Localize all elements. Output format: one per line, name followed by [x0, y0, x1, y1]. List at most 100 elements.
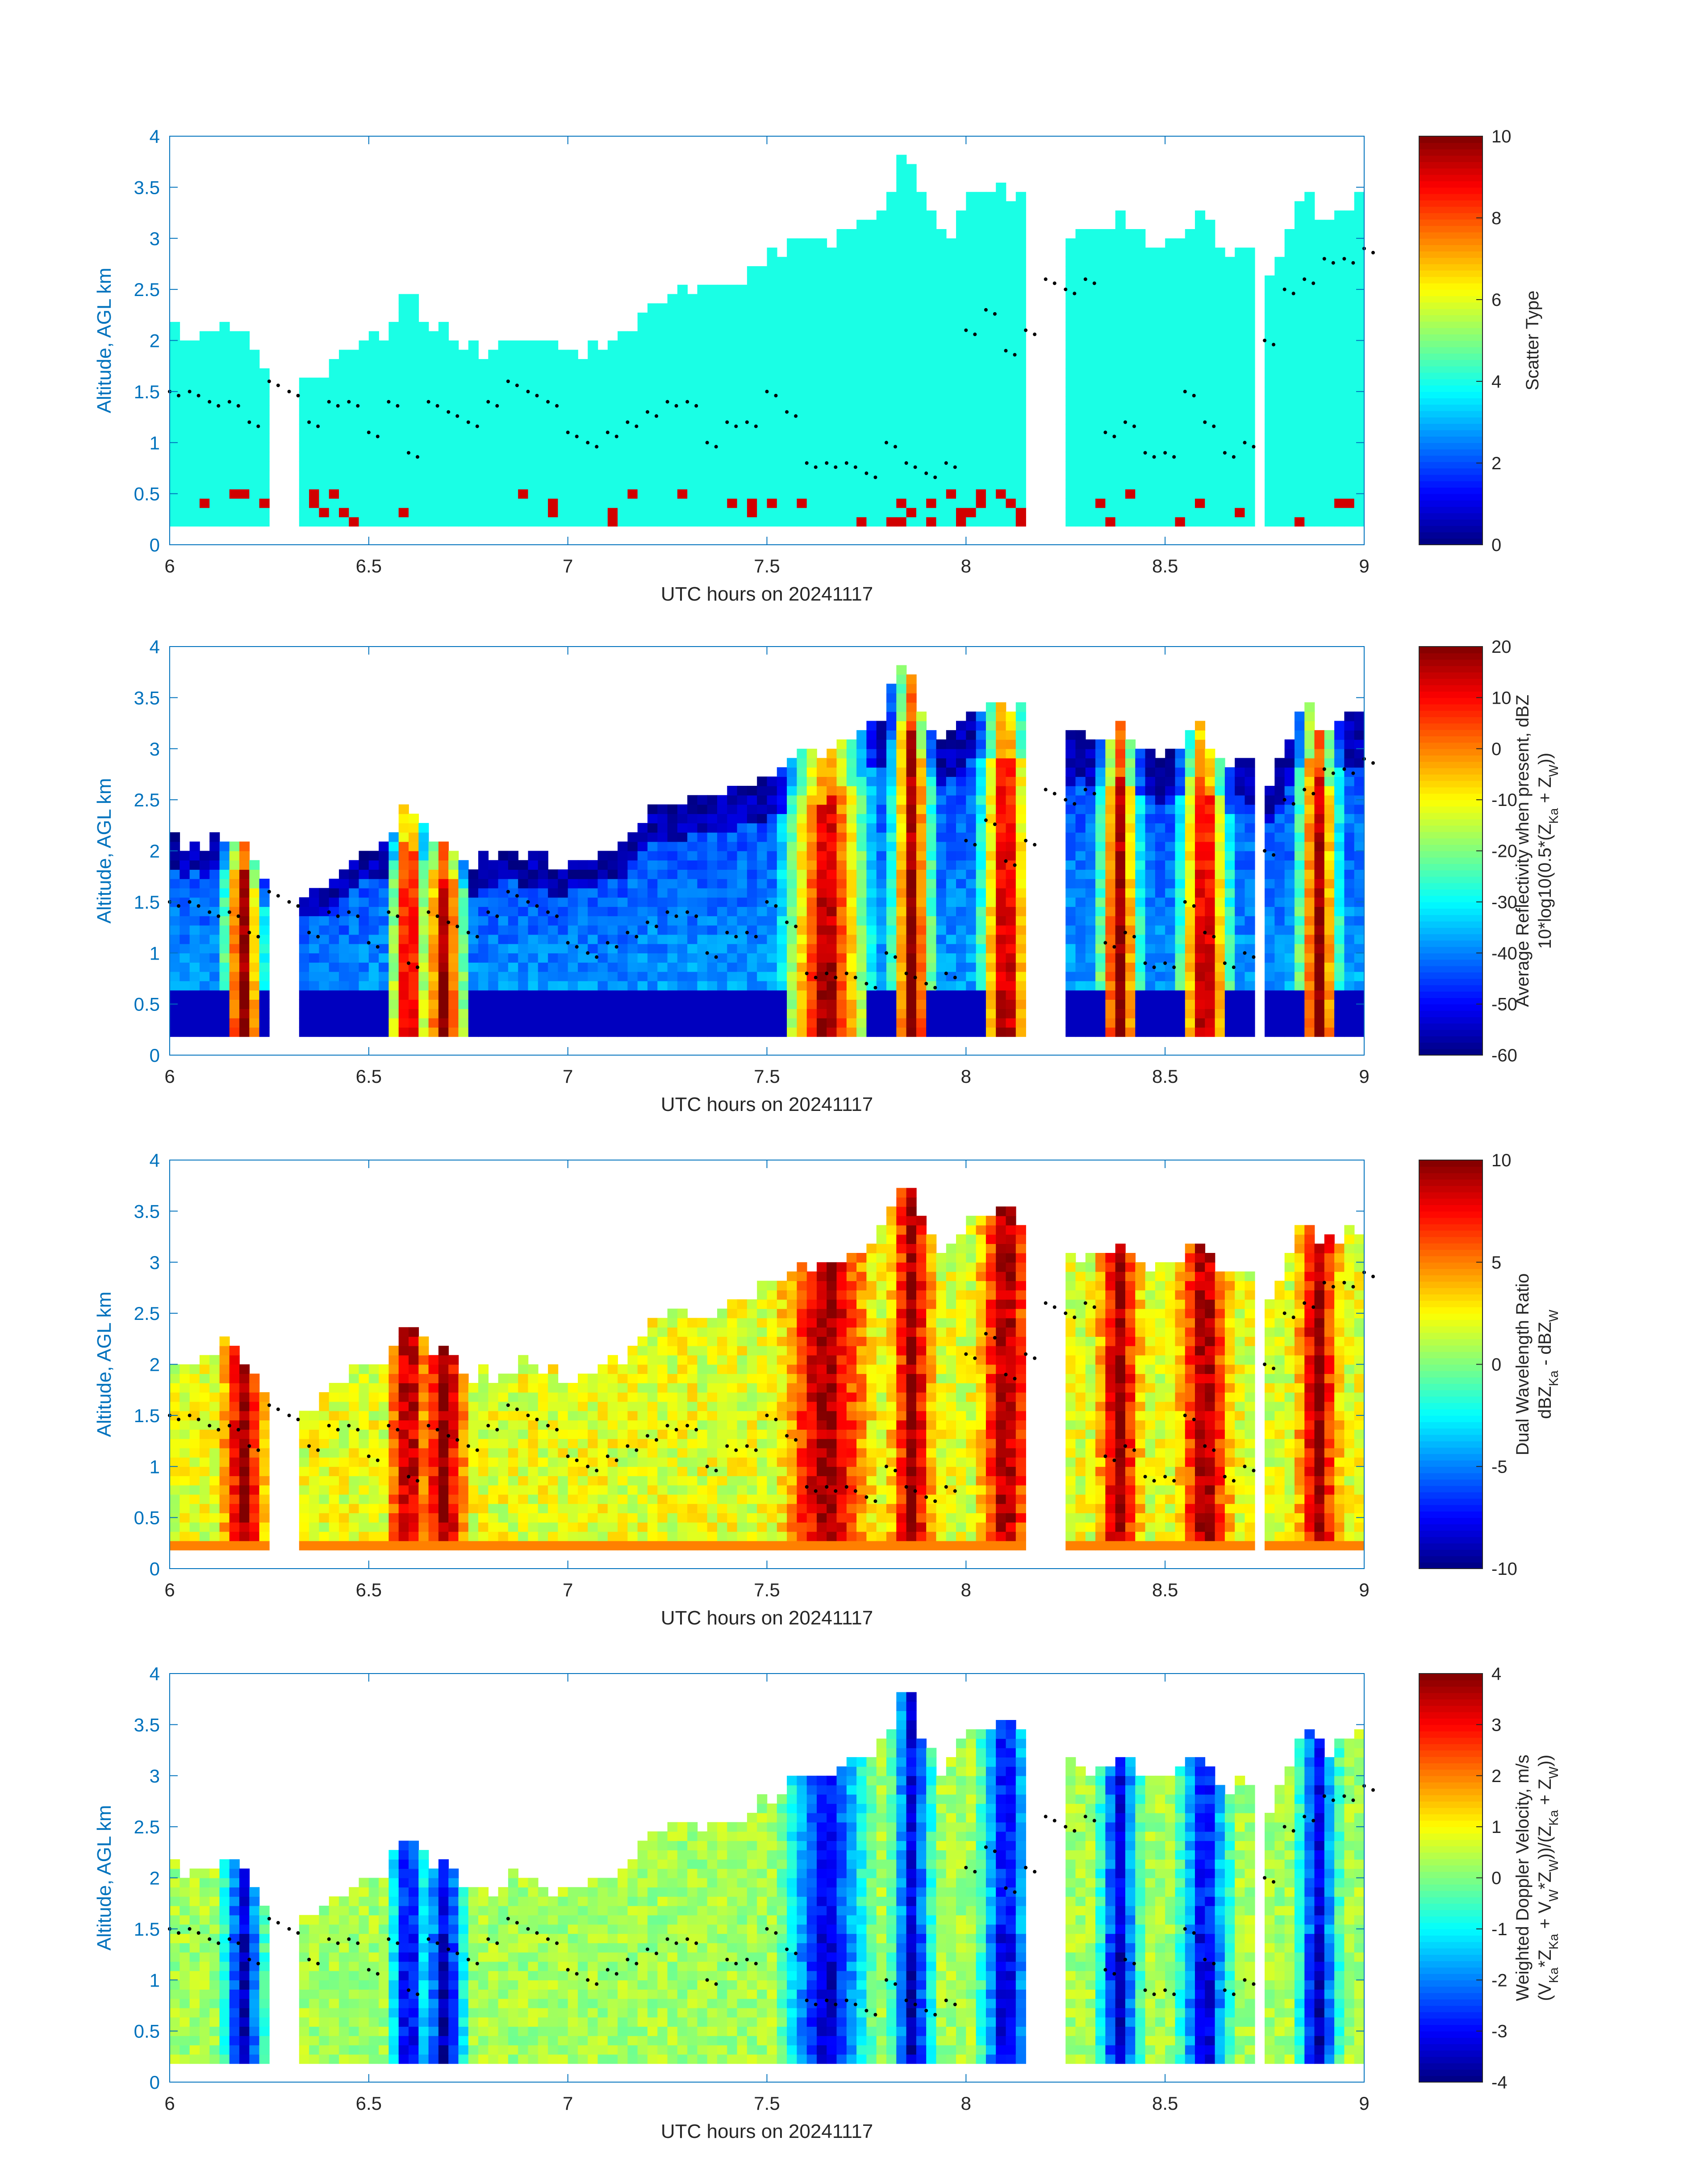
field-cell: [807, 350, 817, 359]
field-cell: [777, 350, 787, 359]
field-cell: [249, 489, 259, 499]
field-cell: [747, 897, 757, 907]
field-cell: [856, 739, 867, 749]
field-cell: [359, 1027, 369, 1037]
field-cell: [618, 851, 628, 861]
field-cell: [369, 359, 379, 369]
field-cell: [528, 396, 539, 406]
field-cell: [578, 888, 588, 898]
field-cell: [618, 981, 628, 991]
field-cell: [856, 990, 867, 1000]
field-cell: [1274, 471, 1285, 480]
field-cell: [608, 860, 618, 870]
cloud-base-dot: [1351, 261, 1355, 265]
field-cell: [747, 471, 757, 480]
field-cell: [239, 888, 250, 898]
field-cell: [459, 434, 469, 443]
cloud-base-dot: [1212, 425, 1215, 428]
field-cell: [329, 424, 339, 434]
field-cell: [459, 972, 469, 981]
field-cell: [578, 396, 588, 406]
field-cell: [1215, 322, 1225, 332]
field-cell: [1006, 508, 1016, 518]
field-cell: [1195, 508, 1205, 518]
field-cell: [409, 944, 419, 954]
field-cell: [359, 916, 369, 926]
field-cell: [1016, 442, 1026, 452]
field-cell: [916, 480, 927, 489]
field-cell: [568, 860, 578, 870]
field-cell: [687, 972, 697, 981]
field-cell: [737, 498, 748, 508]
field-cell: [388, 981, 399, 991]
field-cell: [996, 257, 1006, 267]
field-cell: [926, 210, 936, 220]
field-cell: [847, 906, 857, 916]
field-cell: [1274, 442, 1285, 452]
field-cell: [916, 424, 927, 434]
field-cell: [777, 879, 787, 889]
field-cell: [528, 424, 539, 434]
field-cell: [1304, 396, 1315, 406]
field-cell: [349, 990, 359, 1000]
field-cell: [817, 517, 827, 527]
field-cell: [638, 489, 648, 499]
field-cell: [588, 461, 598, 471]
field-cell: [1304, 452, 1315, 462]
field-cell: [1135, 471, 1145, 480]
field-cell: [1145, 257, 1156, 267]
field-cell: [190, 350, 200, 359]
field-cell: [797, 935, 807, 944]
field-cell: [697, 285, 708, 295]
field-cell: [429, 1009, 439, 1019]
field-cell: [200, 405, 210, 415]
field-cell: [448, 860, 459, 870]
field-cell: [230, 1027, 240, 1037]
field-cell: [827, 266, 837, 276]
field-cell: [438, 405, 449, 415]
field-cell: [598, 368, 608, 378]
field-cell: [837, 313, 847, 322]
field-cell: [399, 805, 409, 814]
field-cell: [1344, 424, 1354, 434]
field-cell: [1304, 341, 1315, 351]
field-cell: [538, 1009, 548, 1019]
field-cell: [429, 498, 439, 508]
field-cell: [1324, 220, 1335, 230]
field-cell: [1105, 368, 1115, 378]
field-cell: [1354, 331, 1365, 341]
field-cell: [877, 832, 887, 842]
field-cell: [459, 359, 469, 369]
field-cell: [847, 442, 857, 452]
field-cell: [757, 471, 767, 480]
field-cell: [757, 368, 767, 378]
field-cell: [349, 944, 359, 954]
field-cell: [1344, 294, 1354, 304]
field-cell: [916, 786, 927, 796]
field-cell: [359, 415, 369, 425]
field-cell: [896, 749, 906, 759]
field-cell: [896, 285, 906, 295]
field-cell: [817, 313, 827, 322]
field-cell: [856, 999, 867, 1009]
field-cell: [1145, 350, 1156, 359]
field-cell: [1315, 248, 1325, 258]
field-cell: [966, 452, 976, 462]
field-cell: [886, 331, 897, 341]
field-cell: [837, 359, 847, 369]
field-cell: [528, 860, 539, 870]
field-cell: [906, 962, 917, 972]
field-cell: [220, 1009, 230, 1019]
field-cell: [926, 322, 936, 332]
field-cell: [230, 331, 240, 341]
cloud-base-dot: [1103, 430, 1107, 434]
colorbar-segment: [1419, 181, 1482, 188]
field-cell: [757, 1018, 767, 1028]
field-cell: [349, 897, 359, 907]
field-cell: [309, 906, 319, 916]
field-cell: [638, 368, 648, 378]
field-cell: [906, 832, 917, 842]
field-cell: [787, 805, 797, 814]
field-cell: [548, 972, 558, 981]
field-cell: [1086, 248, 1096, 258]
